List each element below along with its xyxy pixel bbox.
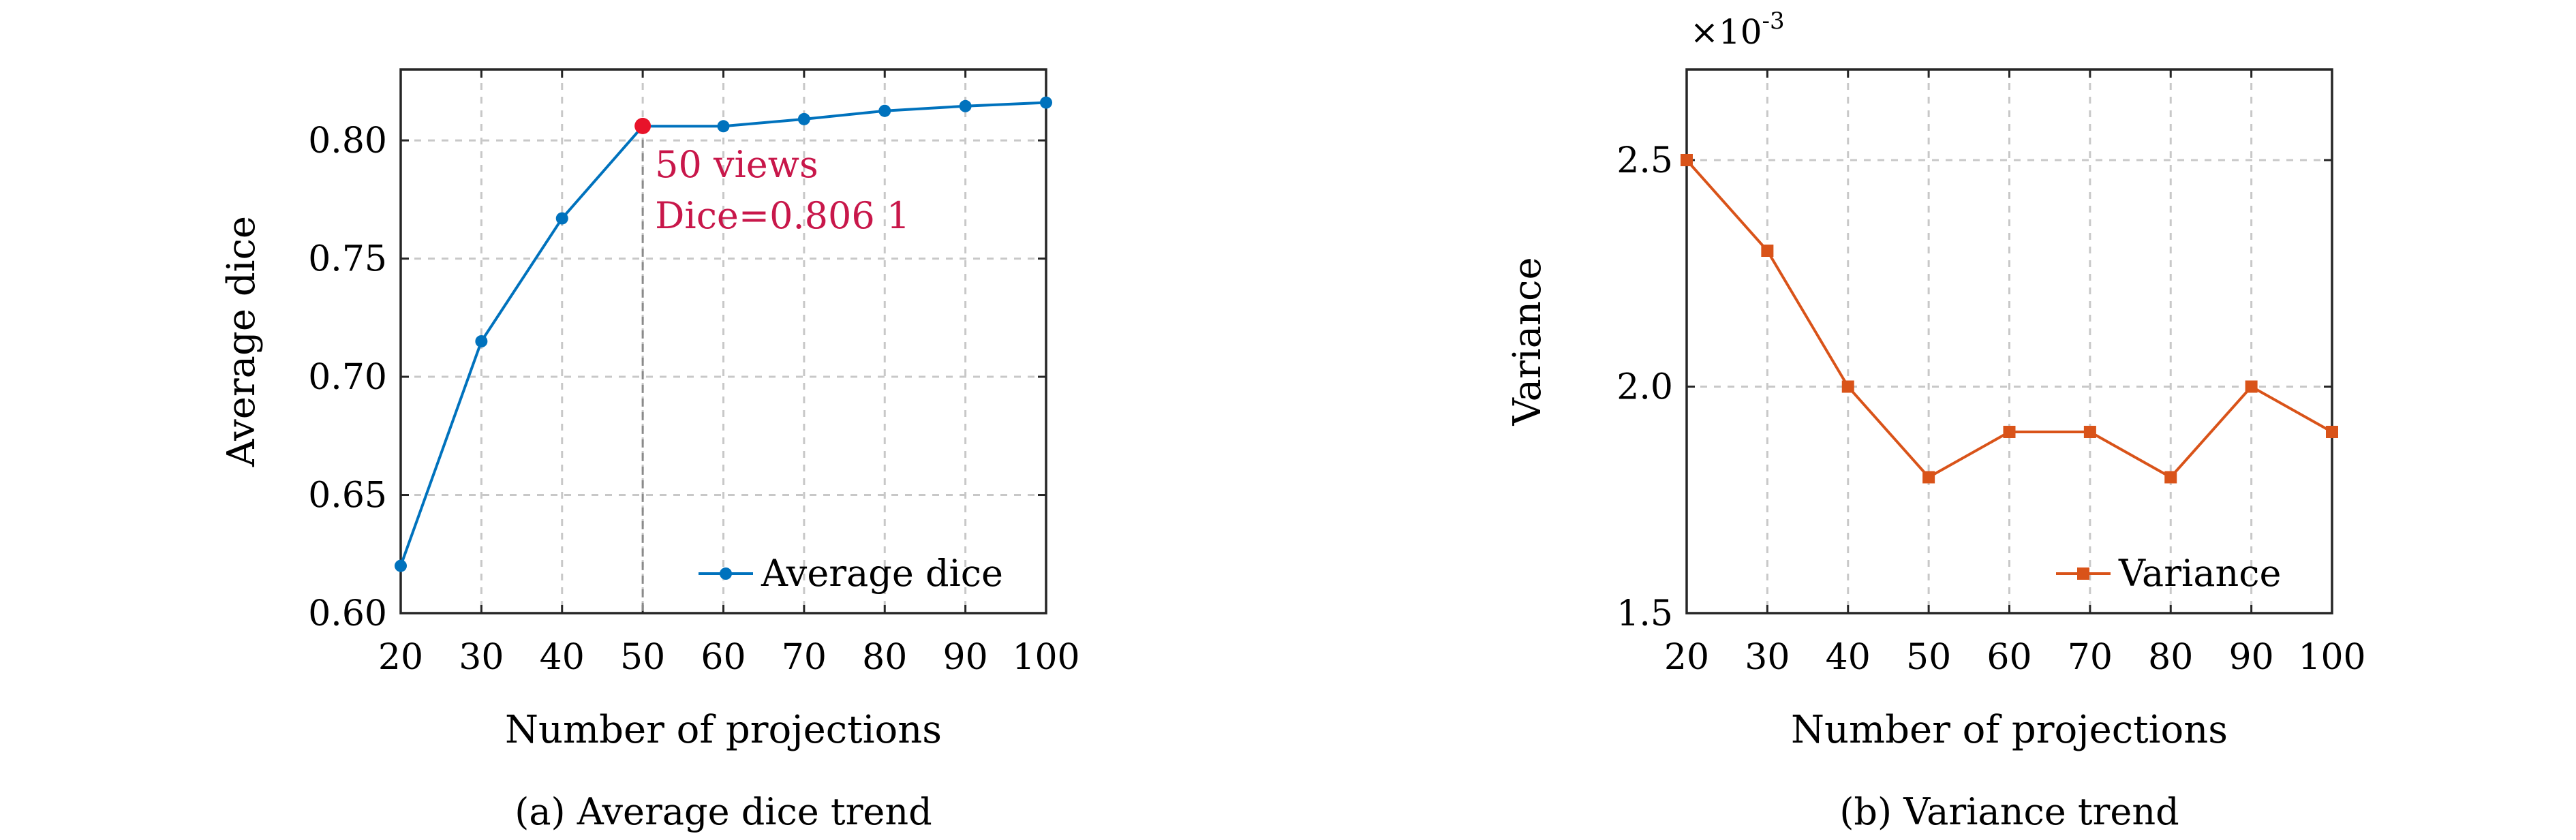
y-tick-label: 0.60 [308, 593, 387, 634]
x-tick-label: 80 [862, 637, 907, 678]
x-tick-label: 60 [1987, 637, 2031, 678]
y-tick-label: 2.5 [1616, 140, 1673, 181]
data-point [1761, 245, 1774, 257]
data-point [959, 99, 972, 112]
legend: Average dice [699, 552, 1003, 595]
x-tick-label: 100 [1012, 637, 1079, 678]
data-point [717, 120, 730, 133]
x-tick-label: 80 [2148, 637, 2193, 678]
x-tick-label: 70 [782, 637, 827, 678]
data-point [1841, 380, 1854, 393]
annotation-views: 50 views [655, 143, 818, 186]
data-point [2326, 426, 2338, 438]
y-tick-label: 0.65 [308, 476, 387, 516]
data-point [2003, 426, 2016, 438]
x-tick-label: 50 [1906, 637, 1951, 678]
x-tick-label: 90 [2229, 637, 2274, 678]
y-tick-label: 0.75 [308, 239, 387, 280]
data-point [1922, 471, 1935, 484]
y-tick-label: 0.70 [308, 357, 387, 398]
axis-ticks: 20 30 40 50 60 70 80 90 100 1.5 2.0 2.5 [1616, 69, 2366, 678]
data-series [395, 96, 1052, 572]
data-point [2164, 471, 2177, 484]
x-tick-label: 40 [1826, 637, 1871, 678]
data-point [555, 212, 568, 225]
x-tick-label: 90 [943, 637, 988, 678]
x-tick-label: 30 [459, 637, 504, 678]
x-tick-label: 40 [540, 637, 585, 678]
data-point [797, 112, 810, 125]
panel-caption: (b) Variance trend [1839, 790, 2179, 833]
panel-average-dice: 20 30 40 50 60 70 80 90 1000.600.650.700.750.80 … [219, 68, 1080, 833]
x-tick-label: 100 [2298, 637, 2365, 678]
data-point [475, 335, 488, 347]
axis-ticks: 20 30 40 50 60 70 80 90 100 0.60 0.65 0.70 0.75 0.80 [308, 69, 1080, 678]
x-axis-title: Number of projections [505, 708, 942, 752]
x-tick-label: 20 [1664, 637, 1709, 678]
highlight-point [634, 117, 651, 134]
x-tick-label: 60 [701, 637, 746, 678]
x-axis-title: Number of projections [1791, 708, 2228, 752]
y-axis-exponent: ×10-3 [1690, 7, 1785, 52]
annotation-dice-value: Dice=0.806 1 [655, 194, 910, 237]
y-axis-title: Average dice [219, 216, 264, 467]
y-tick-label: 1.5 [1616, 593, 1673, 634]
exponent-base: ×10 [1690, 12, 1762, 52]
exponent-power: -3 [1762, 7, 1785, 35]
x-tick-label: 30 [1745, 637, 1790, 678]
data-point [1681, 154, 1693, 166]
x-tick-label: 20 [378, 637, 423, 678]
legend-label: Variance [2118, 552, 2282, 595]
data-point [878, 104, 891, 117]
y-axis-title: Variance [1505, 257, 1550, 426]
data-point [395, 559, 407, 572]
grid-lines [1687, 69, 2332, 613]
legend-marker [720, 567, 732, 580]
legend: Variance [2056, 552, 2282, 595]
highlight-group: 50 views Dice=0.806 1 [634, 117, 910, 613]
data-point [1040, 96, 1052, 109]
data-series [1681, 154, 2338, 484]
data-point [2083, 426, 2096, 438]
y-tick-label: 0.80 [308, 121, 387, 161]
panel-variance: 20 30 40 50 60 70 80 90 100 1.5 2.0 2.5 Variance ×1… [1505, 7, 2366, 833]
y-tick-label: 2.0 [1616, 367, 1673, 408]
legend-label: Average dice [761, 552, 1003, 595]
plot-frame [1685, 68, 2333, 615]
data-point [2245, 380, 2258, 393]
panel-caption: (a) Average dice trend [515, 790, 932, 833]
legend-marker [2077, 567, 2089, 580]
x-tick-label: 70 [2068, 637, 2113, 678]
x-tick-label: 50 [620, 637, 665, 678]
